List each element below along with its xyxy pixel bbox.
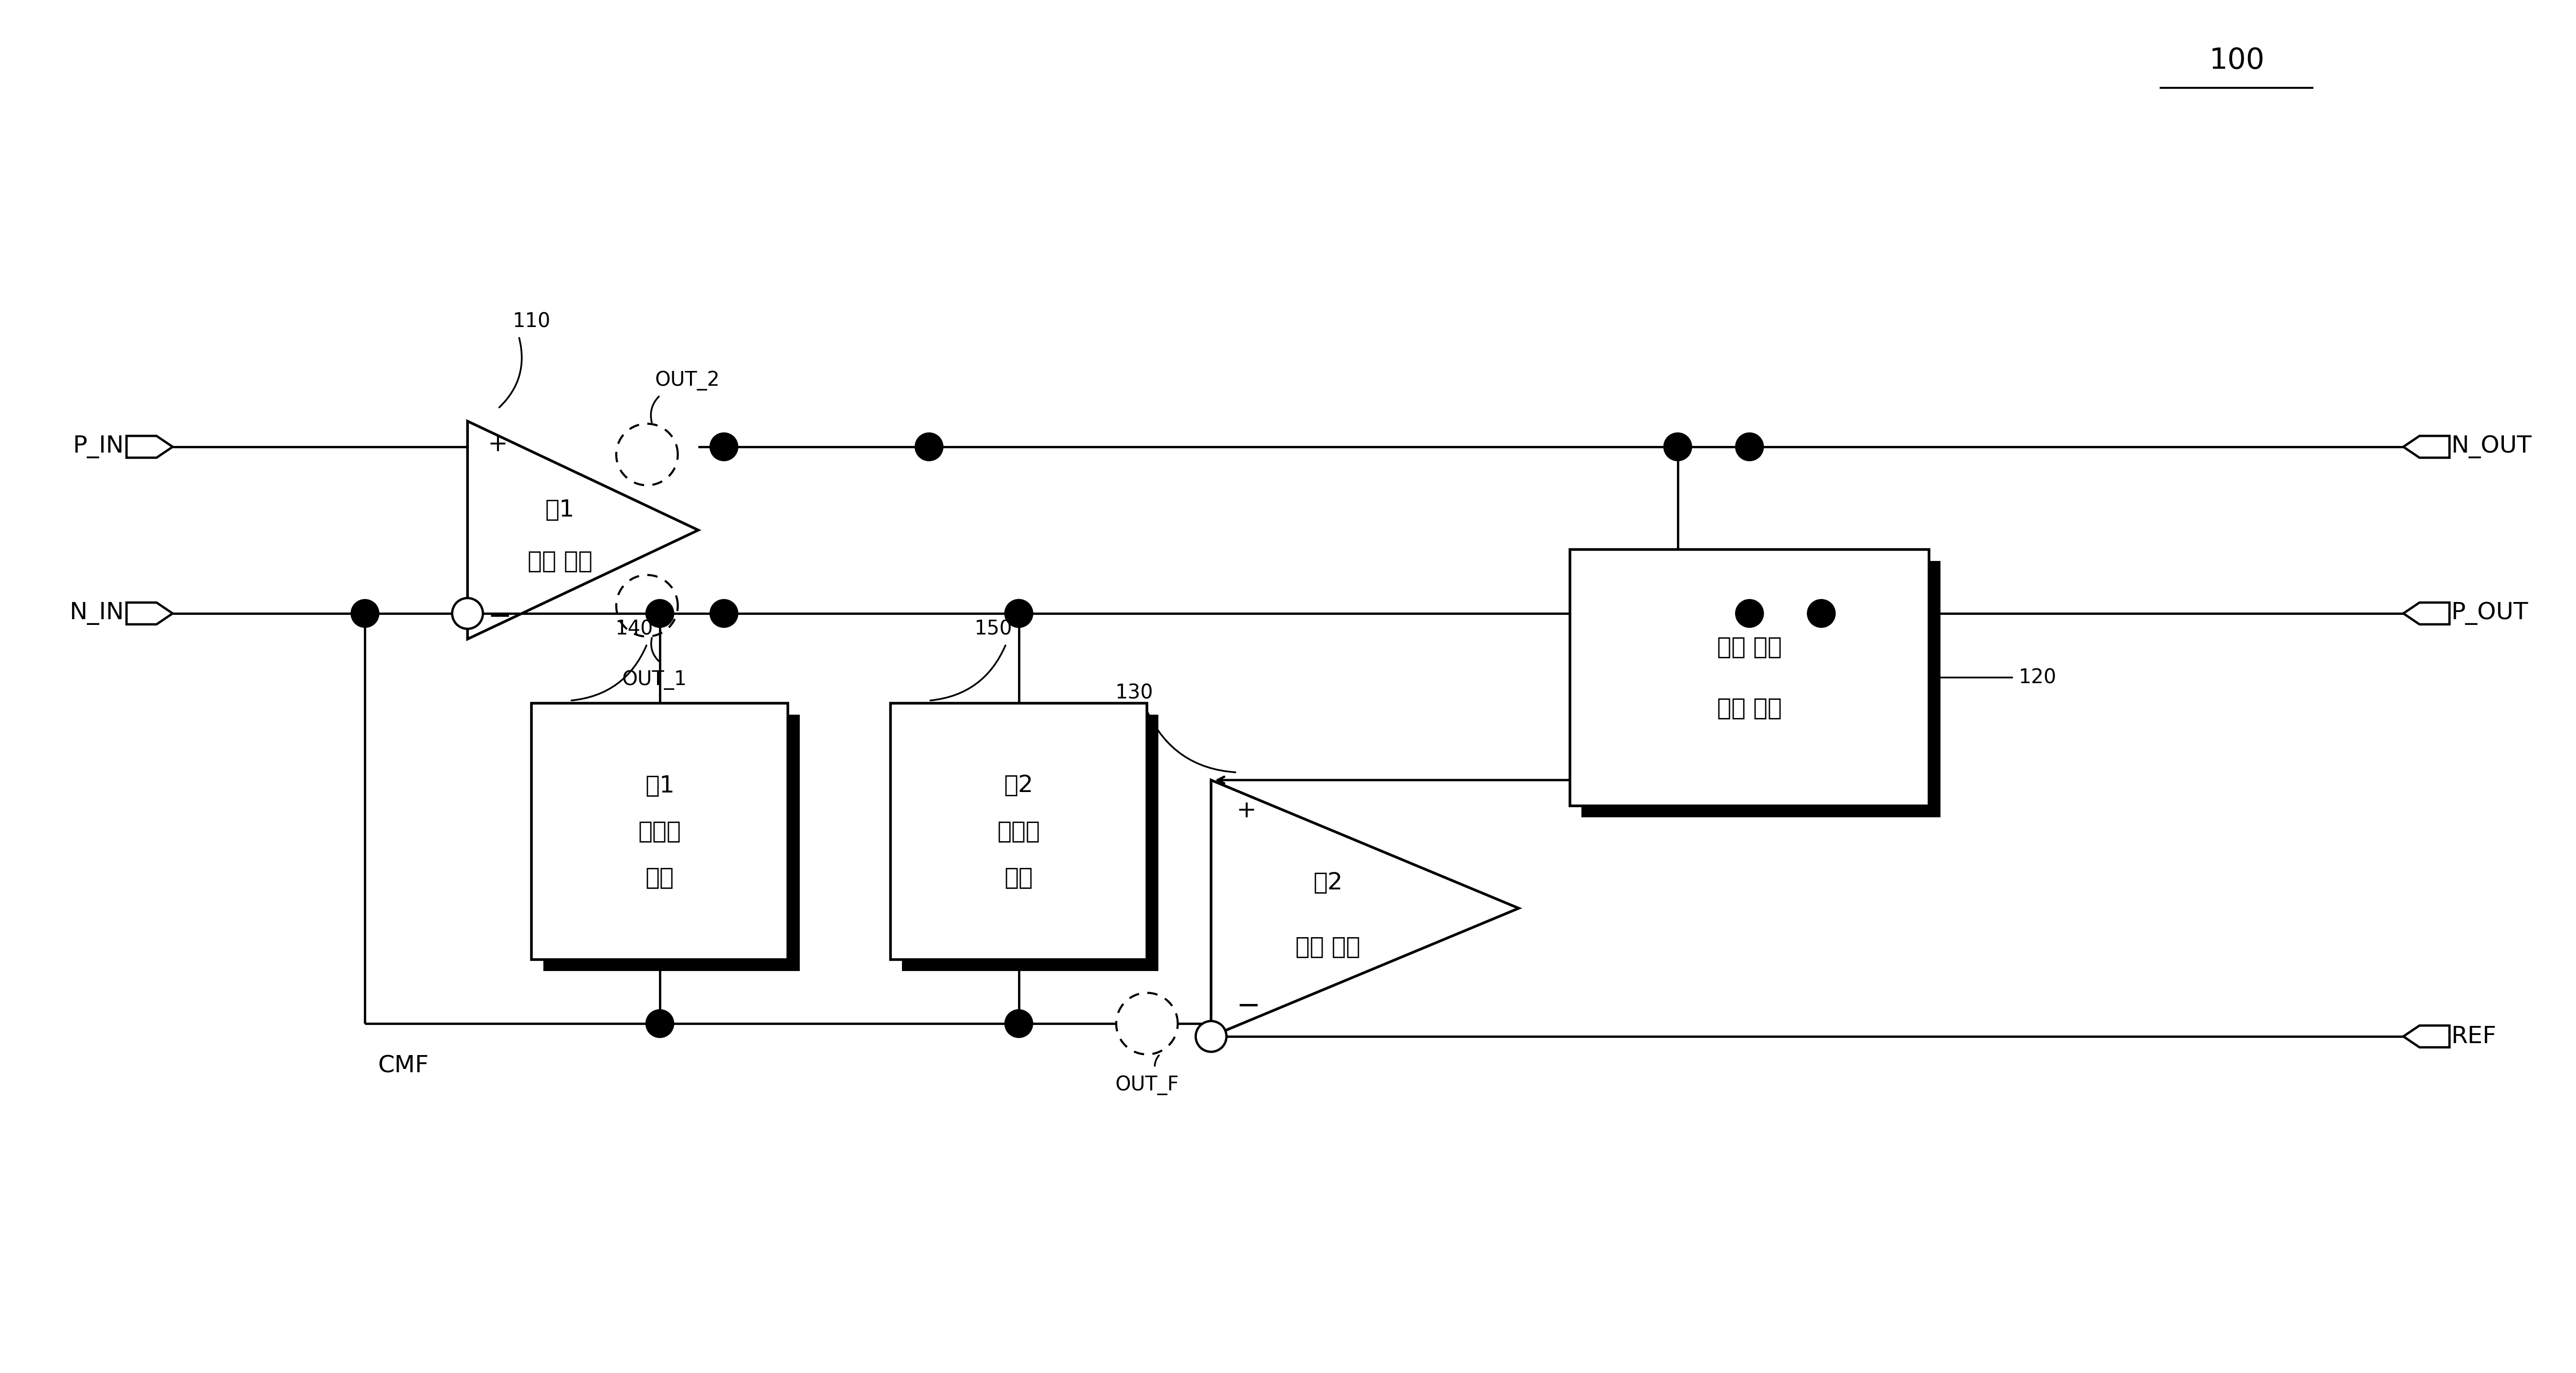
Text: −: − (487, 601, 513, 630)
Circle shape (1736, 432, 1765, 461)
Bar (1569, 549, 1929, 806)
Circle shape (453, 599, 482, 629)
Text: +: + (487, 432, 507, 456)
Circle shape (1005, 600, 1033, 627)
Circle shape (1664, 432, 1692, 461)
Circle shape (1005, 1009, 1033, 1038)
Circle shape (647, 1009, 675, 1038)
Text: 증폭 유닛: 증폭 유닛 (528, 549, 592, 573)
Bar (902, 715, 1159, 971)
Text: P_OUT: P_OUT (2450, 601, 2527, 625)
Text: 제2: 제2 (1314, 870, 1342, 894)
Circle shape (350, 600, 379, 627)
Text: REF: REF (2450, 1026, 2496, 1048)
Circle shape (1195, 1022, 1226, 1052)
Text: 검출 유닛: 검출 유닛 (1718, 697, 1783, 719)
Text: 안정화: 안정화 (639, 820, 680, 843)
Text: −: − (1236, 991, 1260, 1020)
Text: 증폭 유닛: 증폭 유닛 (1296, 935, 1360, 958)
Text: 제1: 제1 (546, 498, 574, 522)
Text: 공통 모드: 공통 모드 (1718, 636, 1783, 658)
Text: 120: 120 (2020, 667, 2056, 688)
Text: OUT_1: OUT_1 (623, 670, 688, 689)
Circle shape (914, 432, 943, 461)
Text: 140: 140 (616, 619, 654, 638)
Bar (1582, 562, 1940, 817)
Text: 130: 130 (1115, 684, 1154, 703)
Text: N_OUT: N_OUT (2450, 435, 2532, 459)
Bar (544, 715, 799, 971)
Text: N_IN: N_IN (70, 601, 124, 625)
Text: 110: 110 (513, 312, 551, 331)
Text: 제2: 제2 (1005, 774, 1033, 796)
Text: 150: 150 (974, 619, 1012, 638)
Text: 안정화: 안정화 (997, 820, 1041, 843)
Text: 유닛: 유닛 (1005, 866, 1033, 888)
Text: DCM: DCM (1687, 740, 1734, 759)
Bar (891, 703, 1146, 960)
Text: 100: 100 (2208, 47, 2264, 76)
Text: OUT_F: OUT_F (1115, 1075, 1180, 1094)
Circle shape (711, 432, 739, 461)
Text: P_IN: P_IN (72, 435, 124, 459)
Circle shape (1808, 600, 1837, 627)
Text: +: + (1236, 799, 1257, 822)
Circle shape (1005, 600, 1033, 627)
Circle shape (647, 600, 675, 627)
Text: CMF: CMF (379, 1054, 428, 1078)
Text: 유닛: 유닛 (647, 866, 675, 888)
Text: OUT_2: OUT_2 (654, 371, 719, 390)
Bar (531, 703, 788, 960)
Circle shape (711, 600, 739, 627)
Text: 제1: 제1 (644, 774, 675, 796)
Circle shape (1736, 600, 1765, 627)
